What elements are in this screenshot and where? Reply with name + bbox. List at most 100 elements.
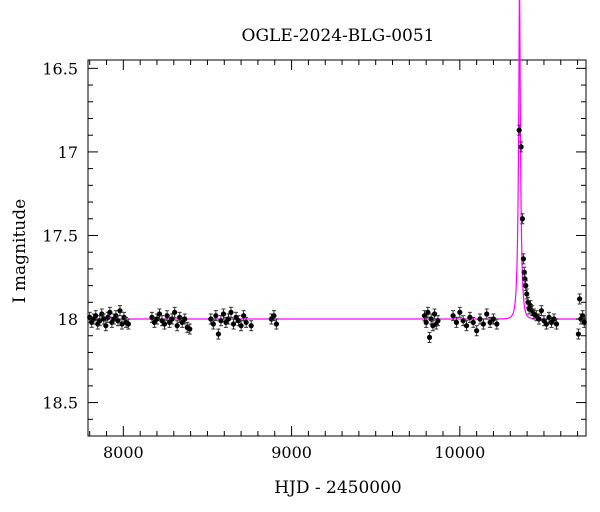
axis-ticks — [88, 60, 586, 437]
data-point — [117, 305, 123, 317]
tick-labels: 8000 9000 10000 16.5 17 17.5 18 18.5 — [42, 59, 485, 462]
point-marker — [243, 319, 249, 325]
data-point — [463, 320, 470, 332]
point-marker — [172, 309, 178, 315]
point-marker — [177, 314, 183, 320]
point-marker — [113, 313, 119, 319]
data-point — [228, 306, 234, 318]
point-marker — [213, 313, 219, 319]
x-axis-label: HJD - 2450000 — [274, 478, 402, 498]
y-tick-label: 18 — [58, 310, 78, 329]
data-point — [105, 311, 111, 323]
y-tick-label: 17.5 — [42, 226, 78, 245]
point-marker — [523, 283, 529, 289]
data-point — [182, 313, 188, 325]
point-marker — [450, 313, 456, 319]
data-point — [474, 325, 480, 337]
point-marker — [220, 311, 227, 317]
point-marker — [453, 319, 460, 325]
data-point — [215, 328, 221, 340]
data-point — [103, 320, 109, 332]
data-points-layer — [87, 124, 587, 343]
model-curve-layer — [88, 0, 586, 320]
point-marker — [238, 323, 244, 329]
data-point — [519, 213, 526, 225]
data-point — [423, 316, 429, 328]
point-marker — [426, 334, 433, 341]
point-marker — [161, 321, 168, 327]
point-marker — [575, 331, 582, 337]
data-point — [575, 328, 582, 340]
data-point — [453, 316, 460, 328]
point-marker — [460, 318, 466, 324]
point-marker — [103, 323, 109, 329]
point-marker — [553, 321, 560, 327]
chart-title: OGLE-2024-BLG-0051 — [242, 26, 435, 46]
point-marker — [210, 321, 216, 327]
data-point — [487, 316, 493, 328]
data-point — [208, 313, 214, 325]
data-point — [271, 310, 277, 322]
data-point — [174, 320, 180, 332]
point-marker — [546, 314, 552, 320]
point-marker — [467, 314, 473, 320]
data-point — [177, 311, 183, 323]
data-point — [161, 318, 168, 330]
data-point — [450, 310, 456, 322]
data-point — [494, 318, 500, 330]
data-point — [218, 315, 224, 327]
data-point — [230, 318, 237, 330]
point-marker — [524, 291, 530, 297]
point-marker — [516, 127, 522, 133]
point-marker — [174, 323, 180, 329]
point-marker — [425, 309, 431, 315]
point-marker — [494, 321, 500, 327]
point-marker — [551, 316, 557, 322]
point-marker — [457, 309, 463, 315]
data-point — [425, 306, 431, 318]
data-point — [187, 323, 193, 335]
data-point — [220, 308, 227, 320]
data-point — [484, 308, 490, 320]
data-point — [121, 311, 127, 323]
point-marker — [125, 321, 131, 327]
point-marker — [577, 296, 583, 302]
point-marker — [480, 321, 486, 327]
data-point — [577, 293, 583, 305]
x-tick-label: 9000 — [271, 443, 312, 462]
point-marker — [99, 311, 105, 317]
data-point — [243, 316, 249, 328]
data-point — [213, 310, 219, 322]
point-marker — [149, 314, 155, 320]
point-marker — [208, 316, 214, 322]
data-point — [536, 313, 542, 325]
data-point — [470, 316, 476, 328]
y-tick-label: 17 — [58, 143, 78, 162]
point-marker — [487, 319, 493, 325]
point-marker — [477, 316, 483, 322]
point-marker — [154, 316, 160, 322]
point-marker — [538, 308, 545, 314]
data-point — [520, 253, 527, 265]
point-marker — [435, 318, 441, 324]
point-marker — [228, 309, 234, 315]
point-marker — [520, 256, 527, 262]
y-tick-label: 18.5 — [42, 394, 78, 413]
point-marker — [107, 309, 113, 315]
data-point — [457, 306, 463, 318]
point-marker — [105, 314, 111, 320]
data-point — [210, 318, 216, 330]
x-tick-label: 8000 — [103, 443, 144, 462]
y-tick-label: 16.5 — [42, 59, 78, 78]
model-curve — [88, 0, 586, 320]
plot-border — [87, 59, 587, 437]
data-point — [553, 318, 560, 330]
point-marker — [463, 323, 470, 329]
point-marker — [115, 318, 121, 324]
data-point — [248, 320, 254, 332]
point-marker — [474, 328, 480, 334]
point-marker — [248, 323, 254, 329]
data-point — [115, 315, 121, 327]
point-marker — [484, 311, 490, 317]
